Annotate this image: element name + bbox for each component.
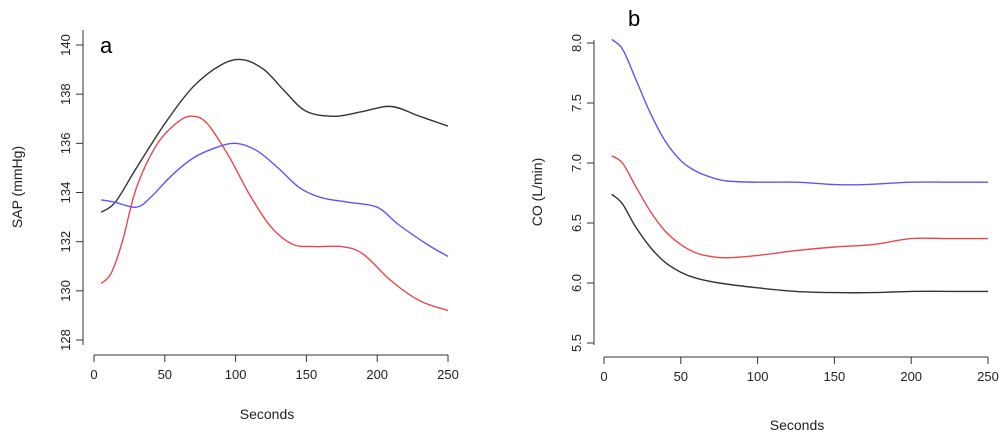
series-line-3 xyxy=(611,193,988,294)
x-tick-label: 50 xyxy=(158,367,172,382)
panel-b-x-title: Seconds xyxy=(770,417,824,433)
x-tick-label: 200 xyxy=(900,369,922,384)
panel-b-x-ticks: 0 50 100 150 200 250 xyxy=(600,357,999,384)
y-tick-label: 130 xyxy=(58,280,73,302)
x-tick-label: 150 xyxy=(296,367,318,382)
panel-a-y-title: SAP (mmHg) xyxy=(9,146,25,228)
panel-b-y-ticks: 5.5 6.0 6.5 7.0 7.5 8.0 xyxy=(569,34,594,352)
y-tick-label: 7.5 xyxy=(569,94,584,112)
panel-b-letter: b xyxy=(628,6,640,31)
x-tick-label: 250 xyxy=(437,367,459,382)
series-line-3 xyxy=(100,142,449,258)
panel-a-x-ticks: 0 50 100 150 200 250 xyxy=(90,355,459,382)
y-tick-label: 136 xyxy=(58,132,73,154)
x-tick-label: 100 xyxy=(747,369,769,384)
series-line-2 xyxy=(611,155,988,259)
x-tick-label: 200 xyxy=(366,367,388,382)
y-tick-label: 138 xyxy=(58,83,73,105)
y-tick-label: 7.0 xyxy=(569,154,584,172)
panel-b-series xyxy=(611,38,988,294)
x-tick-label: 100 xyxy=(225,367,247,382)
y-tick-label: 128 xyxy=(58,329,73,351)
x-tick-label: 150 xyxy=(824,369,846,384)
x-tick-label: 50 xyxy=(674,369,688,384)
panel-b-y-title: CO (L/min) xyxy=(529,158,545,226)
y-tick-label: 6.5 xyxy=(569,214,584,232)
panel-a-series xyxy=(100,58,449,312)
series-line-1 xyxy=(100,58,449,213)
y-tick-label: 5.5 xyxy=(569,334,584,352)
y-tick-label: 134 xyxy=(58,182,73,204)
x-tick-label: 0 xyxy=(600,369,607,384)
x-tick-label: 0 xyxy=(90,367,97,382)
series-line-2 xyxy=(100,115,449,312)
y-tick-label: 6.0 xyxy=(569,274,584,292)
y-tick-label: 140 xyxy=(58,34,73,56)
panel-b-chart: b 5.5 6.0 6.5 7.0 7.5 8.0 0 50 100 150 200 250 Sec… xyxy=(529,6,999,433)
x-tick-label: 250 xyxy=(977,369,999,384)
panel-a-letter: a xyxy=(100,33,113,58)
series-line-1 xyxy=(611,38,988,186)
panel-a-x-title: Seconds xyxy=(240,406,294,422)
y-tick-label: 132 xyxy=(58,231,73,253)
panel-a-y-ticks: 128 130 132 134 136 138 140 xyxy=(58,34,83,351)
y-tick-label: 8.0 xyxy=(569,34,584,52)
